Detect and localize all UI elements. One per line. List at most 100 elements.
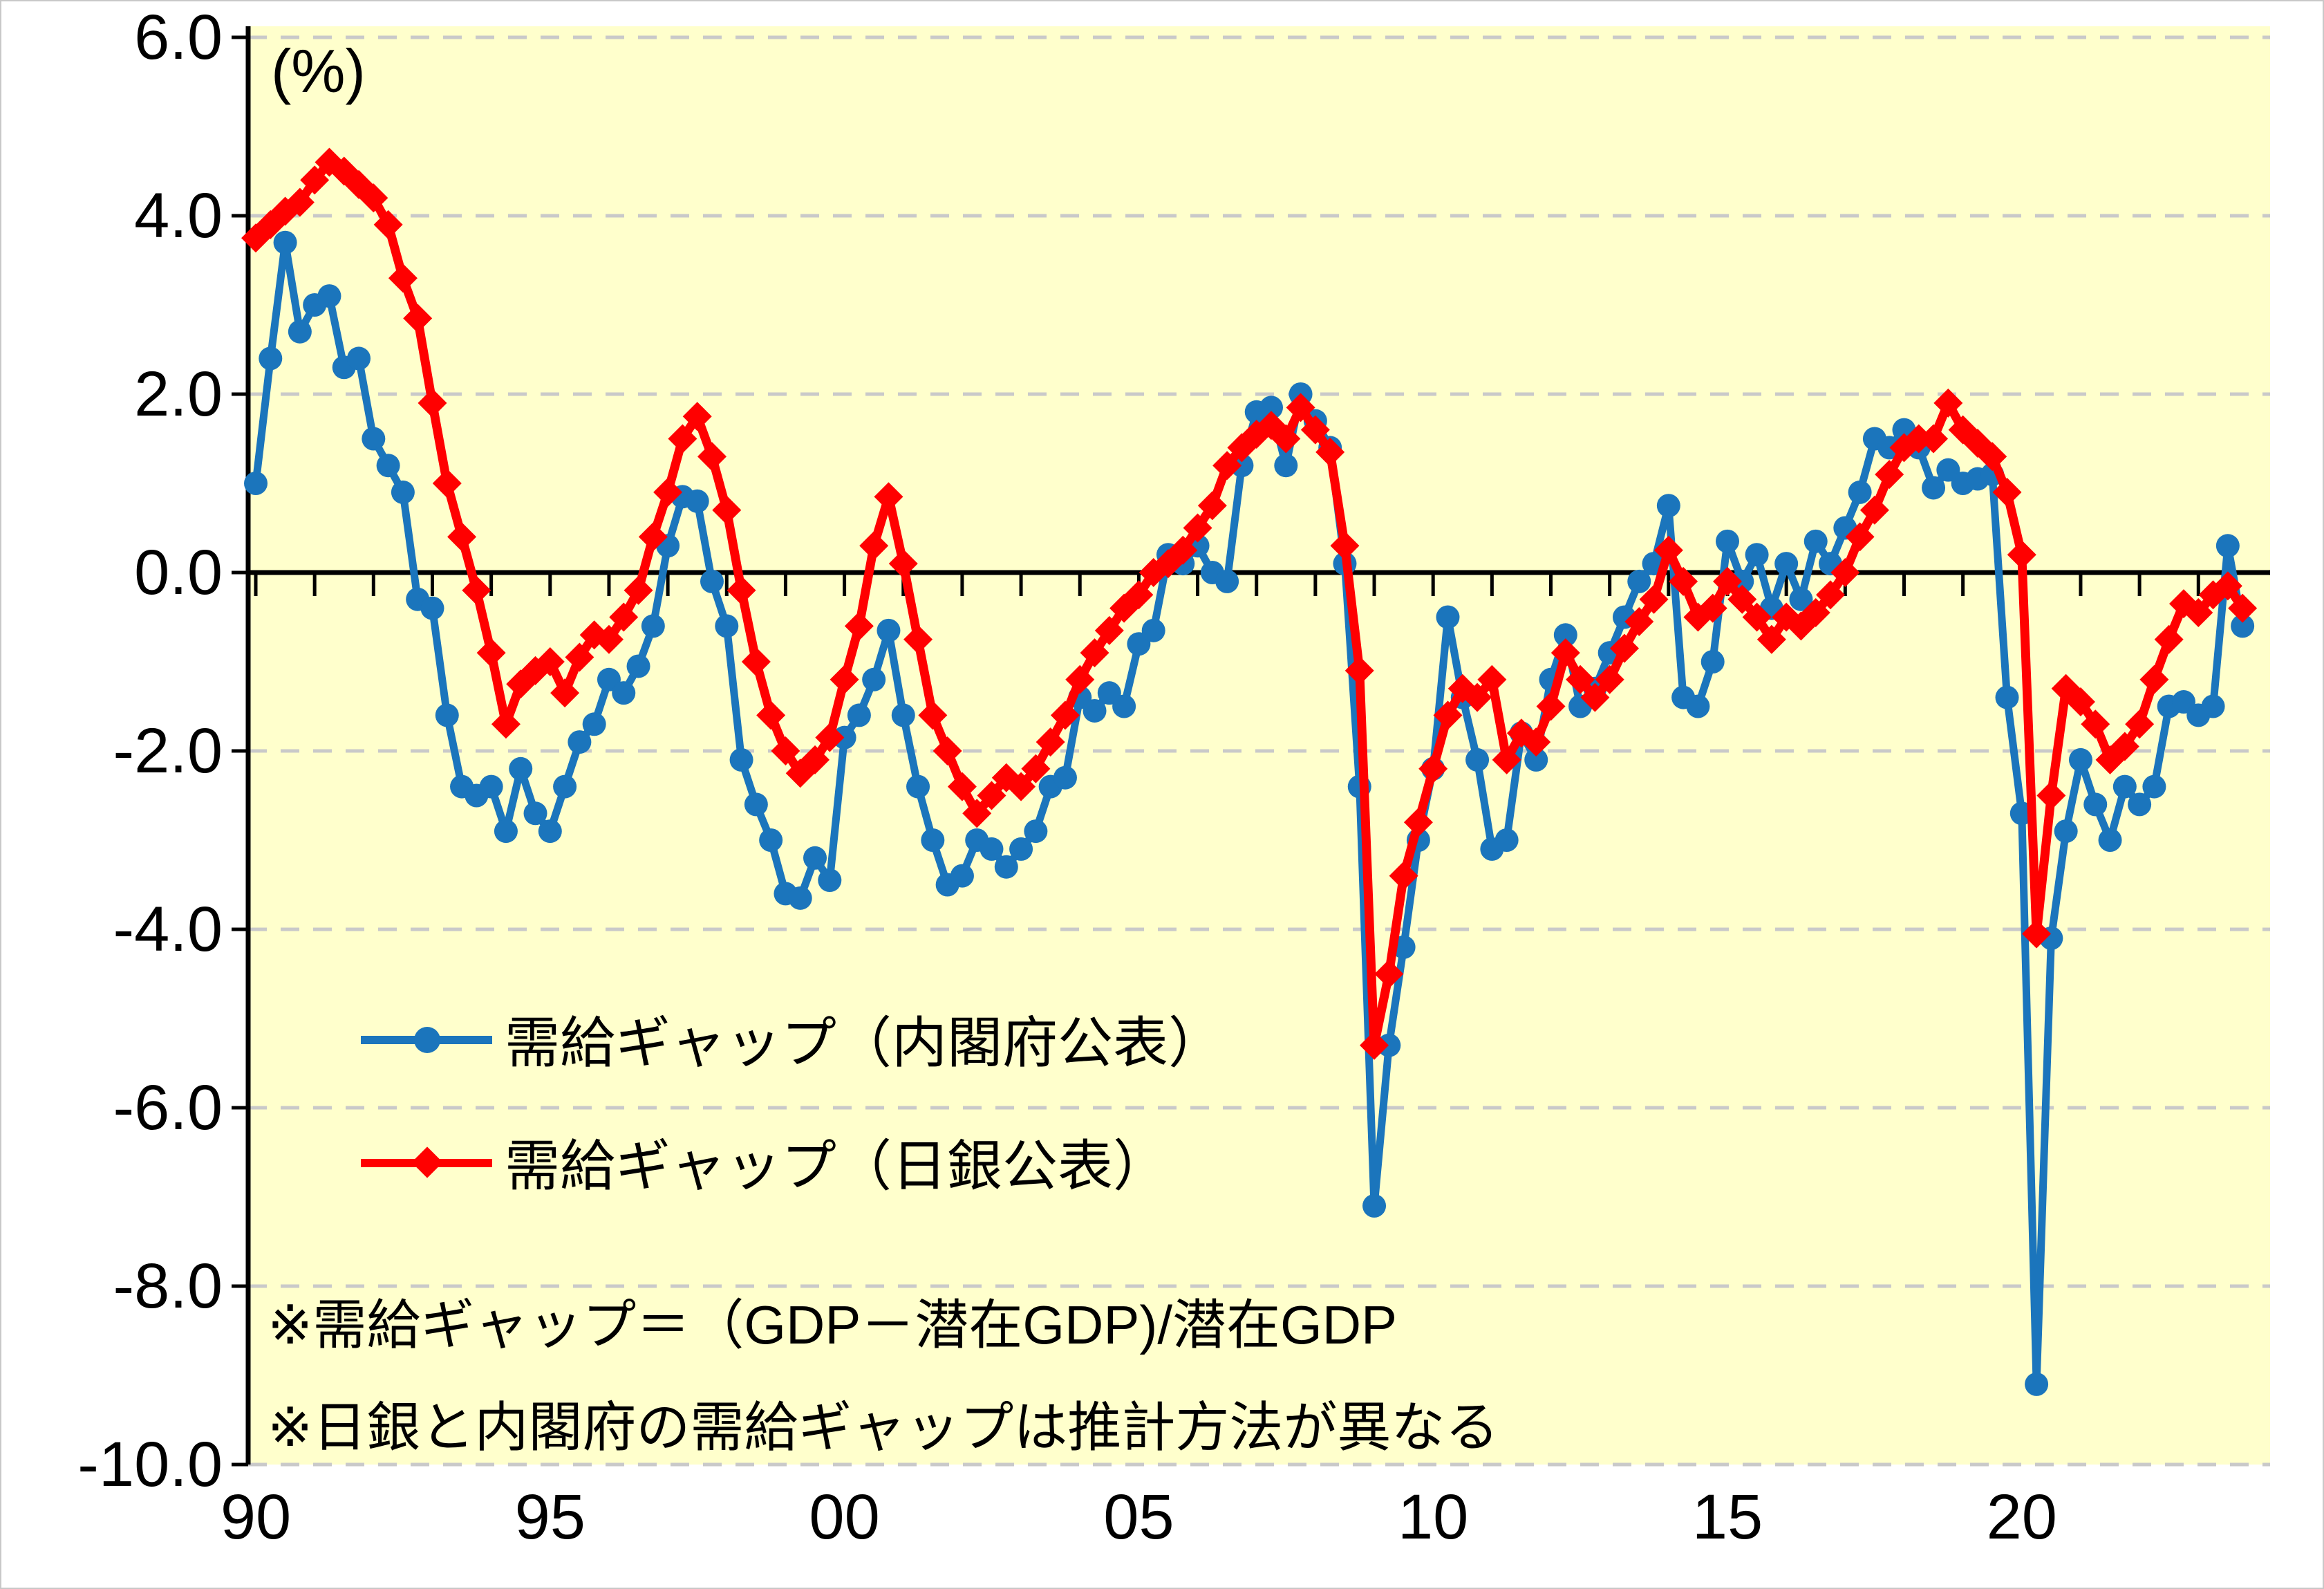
data-point-cao: [2215, 534, 2240, 558]
data-point-boj: [1315, 437, 1345, 467]
data-point-cao: [980, 837, 1004, 861]
data-point-boj: [1978, 442, 2007, 472]
data-point-boj: [771, 736, 800, 765]
data-point-boj: [1669, 566, 1698, 596]
cao-series-marker-icon: [361, 1018, 492, 1059]
data-point-boj: [2213, 571, 2242, 601]
data-point-cao: [685, 489, 709, 513]
data-point-cao: [317, 284, 341, 308]
data-point-boj: [2022, 919, 2052, 949]
data-point-cao: [906, 774, 930, 799]
data-point-boj: [447, 522, 477, 552]
data-point-cao: [891, 703, 915, 727]
data-point-boj: [682, 402, 712, 431]
data-point-cao: [1009, 837, 1033, 861]
data-point-boj: [918, 700, 948, 730]
data-point-boj: [1566, 665, 1595, 694]
legend-item-cabinet-office: 需給ギャップ（内閣府公表）: [361, 997, 1224, 1080]
data-point-boj: [2228, 593, 2258, 623]
data-point-boj: [2154, 624, 2184, 654]
data-point-cao: [568, 730, 592, 754]
data-point-cao: [1141, 618, 1165, 642]
data-point-boj: [859, 531, 889, 561]
data-point-boj: [800, 745, 830, 774]
data-point-boj: [1080, 638, 1109, 668]
data-point-boj: [2125, 709, 2155, 739]
data-point-cao: [1627, 569, 1651, 593]
data-point-boj: [903, 624, 933, 654]
data-point-cao: [700, 569, 724, 593]
data-point-boj: [653, 477, 683, 507]
data-point-cao: [391, 480, 415, 504]
data-point-boj: [1183, 513, 1212, 543]
diamond-marker-icon: [411, 1146, 443, 1178]
data-point-boj: [1006, 772, 1036, 801]
data-point-cao: [1789, 587, 1813, 611]
data-point-cao: [1436, 605, 1460, 629]
data-point-cao: [2128, 792, 2152, 817]
data-point-boj: [373, 210, 403, 239]
data-point-boj: [1389, 861, 1418, 891]
data-point-boj: [565, 642, 594, 672]
data-point-boj: [2036, 781, 2066, 810]
data-point-cao: [729, 747, 753, 772]
data-point-cao: [1053, 765, 1077, 790]
data-point-cao: [2142, 774, 2166, 799]
data-point-cao: [921, 828, 945, 852]
data-point-boj: [2184, 598, 2213, 628]
legend-label-boj: 需給ギャップ（日銀公表）: [505, 1135, 1168, 1197]
data-point-boj: [727, 575, 756, 605]
data-point-boj: [2007, 540, 2036, 570]
data-point-cao: [641, 614, 665, 638]
x-tick-label-00: 00: [809, 1482, 880, 1552]
data-point-cao: [479, 774, 503, 799]
data-point-boj: [1639, 584, 1669, 614]
y-tick-label--6.0: -6.0: [113, 1072, 223, 1143]
data-point-cao: [435, 703, 459, 727]
data-point-boj: [1698, 593, 1727, 623]
data-point-boj: [1477, 665, 1507, 694]
legend-label-cabinet-office: 需給ギャップ（内閣府公表）: [505, 1012, 1224, 1074]
data-point-cao: [1700, 650, 1725, 673]
data-point-boj: [977, 781, 1006, 810]
x-tick-label-95: 95: [514, 1482, 585, 1552]
data-point-boj: [624, 575, 653, 605]
data-point-cao: [1553, 623, 1577, 647]
data-point-cao: [288, 319, 312, 344]
data-point-cao: [1774, 552, 1799, 576]
data-point-boj: [594, 624, 624, 654]
data-point-cao: [744, 792, 768, 817]
data-point-cao: [259, 346, 283, 371]
data-point-cao: [244, 472, 268, 495]
data-point-cao: [803, 846, 827, 870]
data-point-boj: [962, 799, 992, 828]
data-point-boj: [1094, 615, 1124, 645]
data-point-boj: [1992, 477, 2022, 507]
data-point-boj: [1124, 580, 1154, 610]
data-point-cao: [1215, 569, 1239, 593]
circle-marker-icon: [414, 1027, 440, 1053]
data-point-boj: [1021, 754, 1051, 783]
data-point-cao: [2112, 774, 2137, 799]
data-point-boj: [2065, 687, 2095, 717]
data-point-cao: [612, 681, 636, 705]
data-point-boj: [844, 611, 874, 641]
x-tick-label-90: 90: [220, 1482, 292, 1552]
data-point-boj: [1859, 495, 1889, 525]
data-point-boj: [1904, 424, 1933, 454]
data-point-boj: [815, 723, 845, 752]
data-point-boj: [1713, 566, 1742, 596]
data-point-boj: [1433, 700, 1463, 730]
data-point-cao: [2098, 828, 2122, 852]
data-point-boj: [300, 165, 330, 195]
data-point-boj: [1816, 580, 1846, 610]
data-point-boj: [697, 442, 727, 472]
data-point-boj: [2110, 732, 2139, 761]
data-point-cao: [582, 712, 606, 736]
data-point-cao: [994, 855, 1018, 879]
data-point-cao: [759, 828, 783, 852]
plot-area-background: [248, 26, 2270, 1465]
data-point-boj: [712, 495, 742, 525]
data-point-cao: [1524, 747, 1548, 772]
